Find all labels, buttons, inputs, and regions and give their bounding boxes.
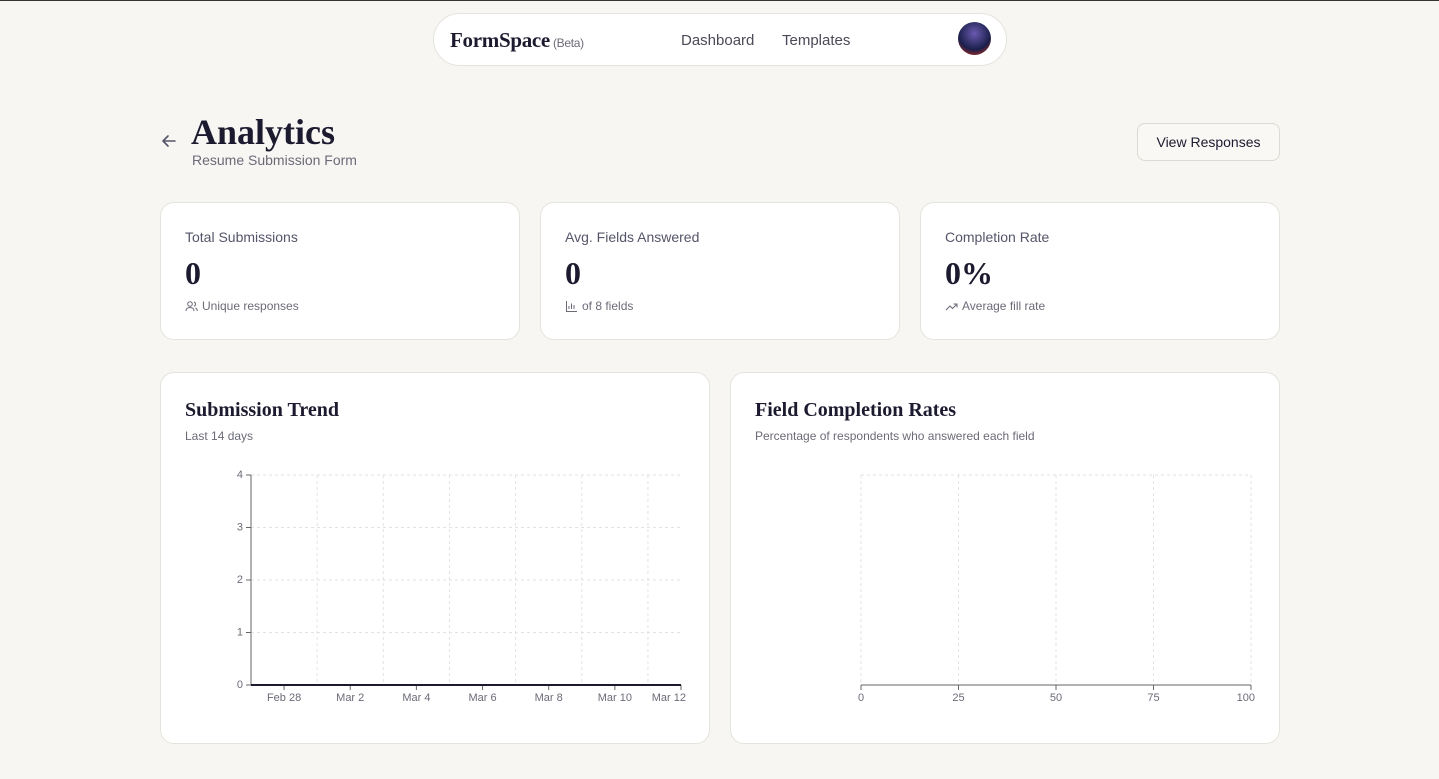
stat-note-text: Unique responses (202, 299, 299, 313)
x-tick-label: 0 (858, 692, 864, 704)
brand[interactable]: FormSpace (Beta) (450, 28, 584, 53)
stat-value: 0 (185, 255, 201, 291)
beta-badge: (Beta) (552, 36, 584, 50)
stat-value: 0% (945, 255, 993, 291)
stat-note-text: of 8 fields (582, 299, 634, 313)
users-icon (185, 300, 198, 311)
brand-name[interactable]: FormSpace (450, 28, 550, 52)
stat-card: Avg. Fields Answered 0 of 8 fields (540, 202, 900, 340)
stat-card: Completion Rate 0% Average fill rate (920, 202, 1280, 340)
x-tick-label: Mar 6 (468, 692, 496, 704)
stat-label: Total Submissions (185, 229, 298, 245)
y-tick-label: 2 (237, 574, 243, 586)
x-tick-label: 25 (952, 692, 964, 704)
chart-title: Submission Trend (185, 399, 339, 421)
stat-card: Total Submissions 0 Unique responses (160, 202, 520, 340)
chart-title: Field Completion Rates (755, 399, 957, 421)
chart-subtitle: Last 14 days (185, 429, 254, 443)
x-tick-label: 50 (1050, 692, 1062, 704)
chart: 0 1 2 3 4 Feb 28 Mar 2 Mar 4 Mar 6 Mar 8 Mar 10 Mar… (237, 469, 686, 704)
y-tick-label: 0 (237, 679, 243, 691)
view-responses-button[interactable]: View Responses (1137, 123, 1280, 161)
stat-note: Unique responses (185, 299, 299, 313)
chart-card: 0 25 50 75 100 Field Completion Rates Percen… (730, 372, 1280, 744)
stat-label: Completion Rate (945, 229, 1050, 245)
back-button[interactable] (160, 132, 178, 150)
stat-value: 0 (565, 255, 581, 291)
x-tick-label: 100 (1237, 692, 1255, 704)
stat-note: Average fill rate (945, 299, 1045, 313)
x-tick-label: Mar 10 (598, 692, 632, 704)
x-tick-label: 75 (1147, 692, 1159, 704)
nav-link[interactable]: Dashboard (681, 32, 755, 49)
page-title: Analytics (191, 112, 335, 152)
y-tick-label: 4 (237, 469, 243, 481)
stat-note: of 8 fields (565, 299, 633, 313)
nav-link[interactable]: Templates (782, 32, 851, 49)
chart-subtitle: Percentage of respondents who answered e… (755, 429, 1035, 443)
x-tick-label: Feb 28 (267, 692, 301, 704)
y-tick-label: 1 (237, 626, 243, 638)
stat-note-text: Average fill rate (962, 299, 1046, 313)
stat-label: Avg. Fields Answered (565, 229, 700, 245)
chart: 0 25 50 75 100 (858, 474, 1255, 704)
x-tick-label: Mar 4 (402, 692, 430, 704)
page-subtitle: Resume Submission Form (192, 152, 357, 168)
x-tick-label: Mar 8 (535, 692, 563, 704)
nav-bar: FormSpace (Beta) Dashboard Templates (433, 13, 1007, 66)
x-tick-label: Mar 2 (336, 692, 364, 704)
avatar[interactable] (958, 22, 991, 55)
trend-icon (945, 303, 958, 310)
x-tick-label: Mar 12 (652, 692, 686, 704)
bar-icon (566, 300, 577, 312)
chart-card: 0 1 2 3 4 Feb 28 Mar 2 Mar 4 Mar 6 Mar 8 Mar 10 Mar… (160, 372, 710, 744)
y-tick-label: 3 (237, 521, 243, 533)
